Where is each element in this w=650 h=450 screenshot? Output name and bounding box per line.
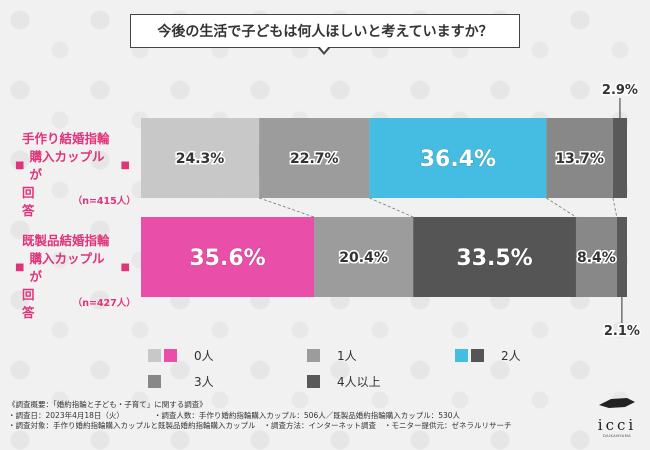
bar-segment: [546, 118, 613, 198]
bar-segment: [369, 118, 547, 198]
brand-logo: icci DAIKANYAMA: [592, 395, 642, 445]
legend-item-3: 3人: [148, 373, 214, 390]
ring-logo-icon: [599, 398, 635, 408]
value-label: 24.3%: [176, 151, 225, 167]
value-label: 8.4%: [577, 250, 616, 266]
survey-footer: 《調査概要：「婚約指輪と子ども・子育て」に関する調査》 ・調査日：2023年4月…: [8, 400, 512, 430]
bar-segment: [616, 217, 627, 297]
chart-title: 今後の生活で子どもは何人ほしいと考えていますか？: [130, 14, 520, 48]
value-label: 35.6%: [189, 246, 265, 271]
connector-line: [369, 197, 414, 218]
bar-segment: [413, 217, 576, 297]
legend-swatch: [307, 349, 320, 362]
connector-line: [612, 197, 618, 218]
legend-swatch: [148, 349, 161, 362]
legend-swatch: [455, 349, 468, 362]
value-label: 33.5%: [456, 246, 532, 271]
value-label: 22.7%: [290, 151, 339, 167]
bar-segment: [141, 217, 315, 297]
value-label: 2.1%: [604, 324, 640, 339]
value-label: 13.7%: [555, 151, 604, 167]
title-tail-inner: [319, 46, 329, 52]
bar-segment: [259, 118, 370, 198]
group-label-handmade: 手作り結婚指輪 ■ 購入カップルが ■ 回答 （n=415人）: [15, 131, 136, 218]
connector-line: [258, 197, 315, 218]
bar-segment: [612, 118, 627, 198]
legend-item-2: 2人: [455, 347, 521, 364]
legend-item-0: 0人: [148, 347, 214, 364]
connector-line: [546, 197, 577, 218]
legend-item-1: 1人: [307, 347, 357, 364]
value-label: 20.4%: [339, 250, 388, 266]
bar-segment: [575, 217, 617, 297]
legend-swatch: [148, 375, 161, 388]
group-label-readymade: 既製品結婚指輪 ■ 購入カップルが ■ 回答 （n=427人）: [15, 233, 136, 320]
legend-swatch: [164, 349, 177, 362]
value-label: 36.4%: [420, 147, 496, 172]
bar-segment: [141, 118, 260, 198]
legend-swatch: [307, 375, 320, 388]
value-label: 2.9%: [602, 83, 638, 98]
bar-segment: [314, 217, 414, 297]
legend-item-4: 4人以上: [307, 373, 381, 390]
legend-swatch: [471, 349, 484, 362]
